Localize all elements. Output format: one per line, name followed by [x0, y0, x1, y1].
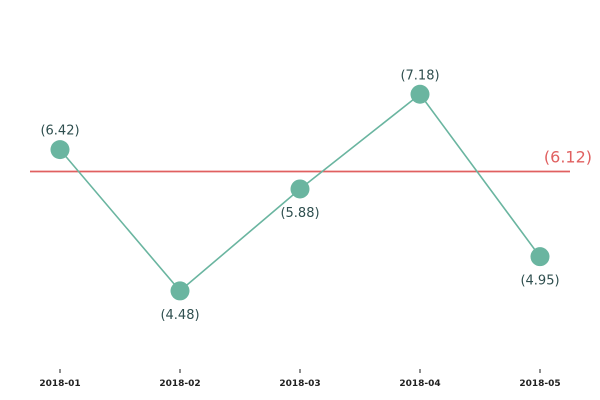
- x-tick-label: 2018-04: [399, 379, 440, 389]
- data-point: [410, 84, 430, 104]
- x-tick-label: 2018-03: [279, 379, 320, 389]
- data-point: [170, 281, 190, 301]
- data-point: [50, 140, 70, 160]
- data-label: (5.88): [280, 206, 319, 221]
- x-tick-label: 2018-01: [39, 379, 80, 389]
- data-label: (4.95): [520, 274, 559, 289]
- data-label: (6.42): [40, 124, 79, 139]
- x-axis: 2018-01 2018-02 2018-03 2018-04 2018-05: [39, 369, 561, 389]
- data-labels-group: (6.42) (4.48) (5.88) (7.18) (4.95): [40, 68, 559, 323]
- data-label: (7.18): [400, 68, 439, 83]
- data-point: [530, 247, 550, 267]
- x-tick-label: 2018-05: [519, 379, 560, 389]
- data-point: [290, 179, 310, 199]
- reference-line-group: (6.12): [30, 147, 592, 173]
- data-points-group: [50, 84, 550, 301]
- data-label: (4.48): [160, 308, 199, 323]
- x-tick-label: 2018-02: [159, 379, 200, 389]
- reference-line-label: (6.12): [544, 147, 592, 166]
